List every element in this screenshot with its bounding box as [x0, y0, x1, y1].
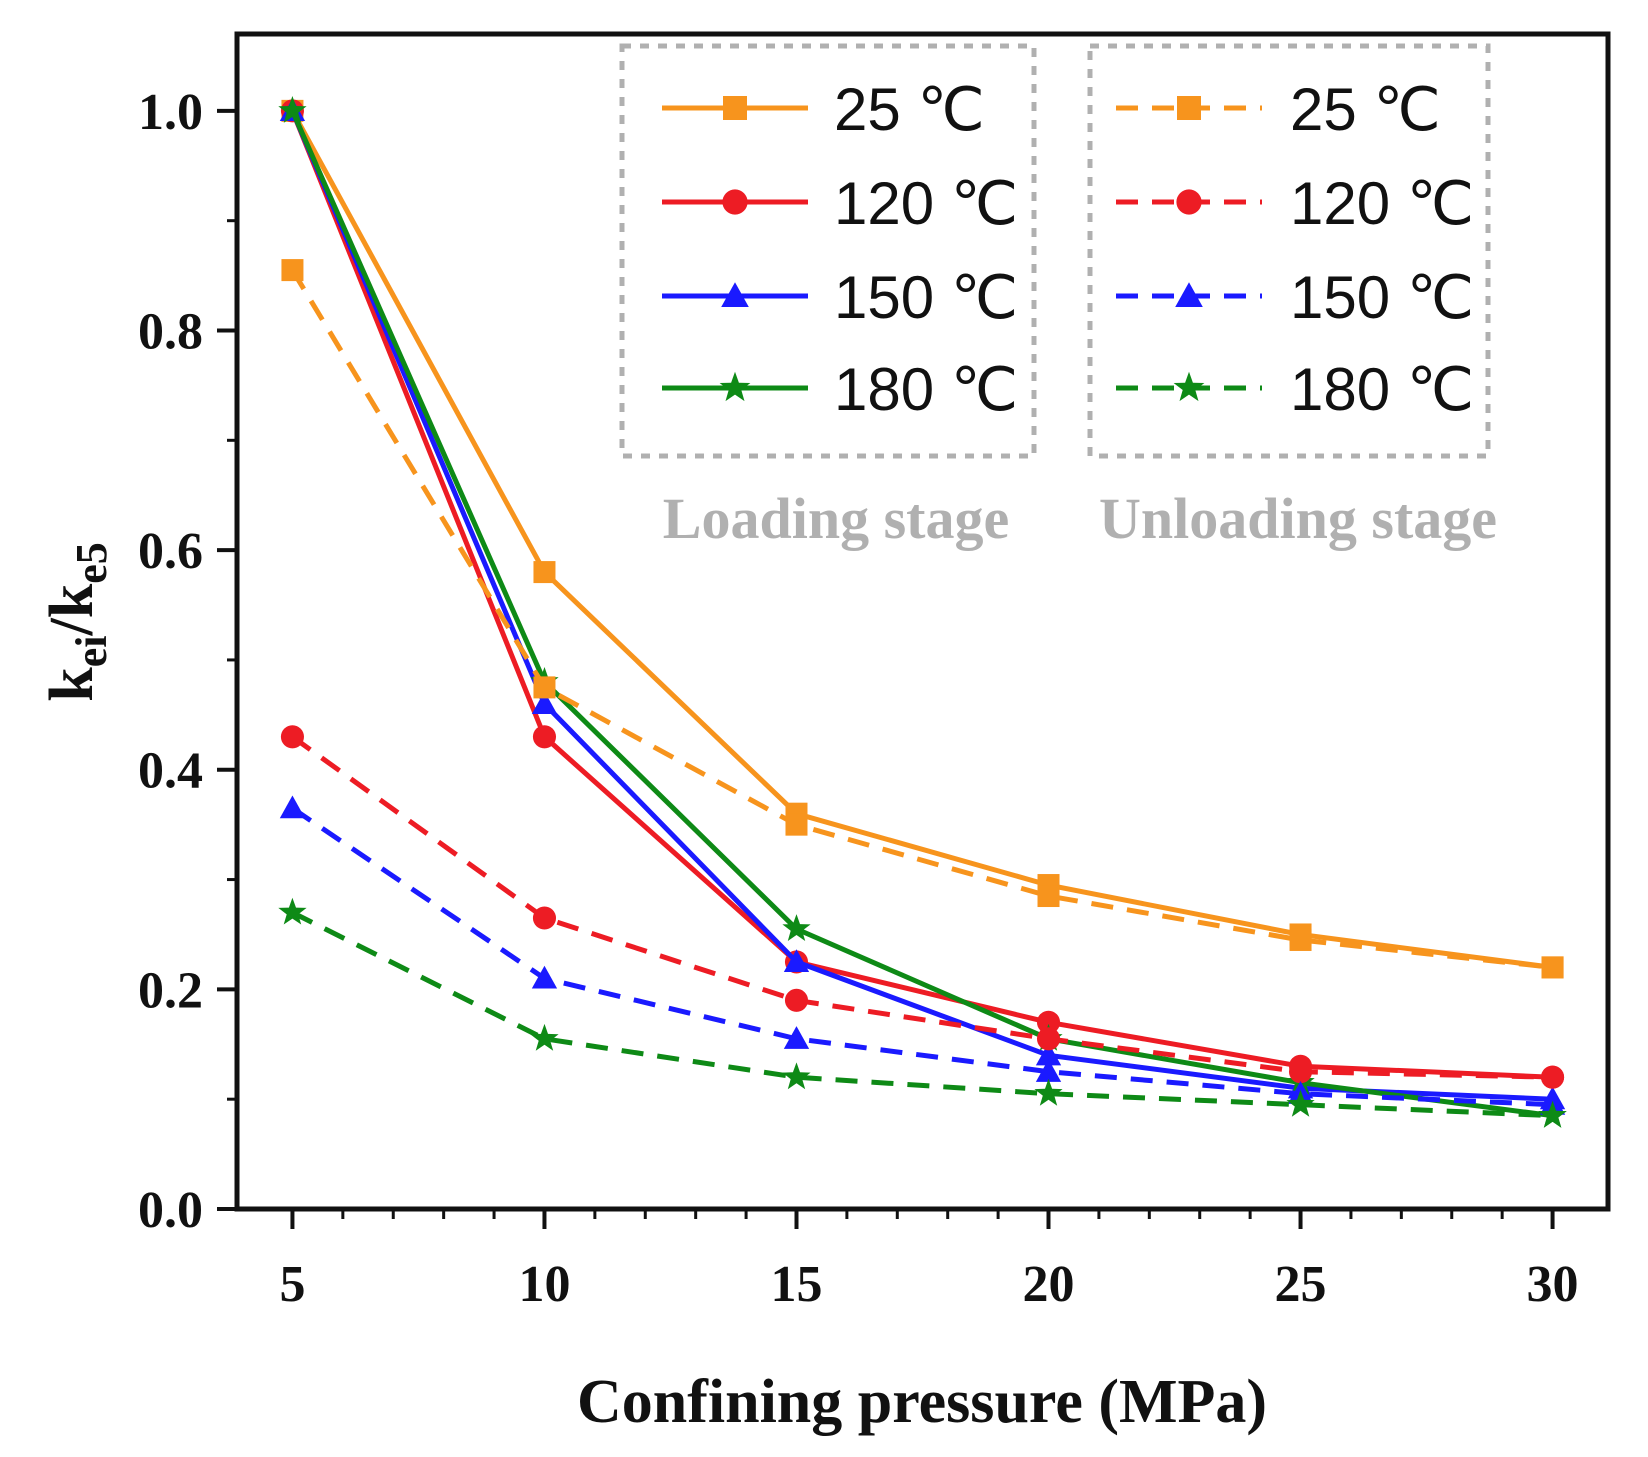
legend-entry-label: 180 ℃	[834, 356, 1018, 423]
legend-marker	[722, 189, 748, 215]
y-axis-ticks: 0.0 0.2 0.4 0.6 0.8 1.0	[138, 84, 237, 1239]
x-tick-label: 20	[1023, 1256, 1075, 1313]
y-axis-title: kei/ke5	[38, 542, 116, 702]
data-point	[280, 725, 304, 749]
legend-marker	[721, 282, 749, 308]
data-point	[1035, 1059, 1062, 1082]
legend-entry-label: 25 ℃	[834, 76, 985, 143]
data-point	[278, 96, 307, 123]
legend-entry-label: 25 ℃	[1290, 76, 1441, 143]
legend-marker	[1173, 371, 1205, 402]
legend: 25 ℃ 120 ℃ 150 ℃ 180 ℃ Loading stage 25 ℃ 120 …	[662, 76, 1497, 551]
y-tick-label: 0.4	[138, 743, 203, 800]
data-point	[782, 1062, 811, 1090]
y-axis-title-sep: /	[38, 618, 106, 637]
data-point	[278, 897, 307, 925]
legend-entry-label: 120 ℃	[1290, 170, 1474, 237]
data-point	[1034, 1078, 1063, 1106]
series-unloading-120c	[280, 725, 1565, 1089]
data-point	[532, 906, 557, 930]
data-point	[531, 691, 558, 714]
data-point	[530, 1023, 559, 1051]
legend-stage-label: Loading stage	[663, 486, 1009, 551]
legend-marker	[1175, 282, 1203, 308]
legend-frames	[619, 43, 1491, 459]
series-unloading-25c	[281, 259, 1564, 979]
data-point	[1286, 1089, 1315, 1117]
data-point	[531, 965, 558, 989]
y-tick-label: 0.8	[138, 303, 203, 360]
legend-entry-label: 120 ℃	[834, 170, 1018, 237]
x-tick-label: 30	[1527, 1256, 1579, 1313]
y-axis-title-base: k	[38, 667, 106, 702]
data-point	[279, 795, 306, 819]
x-tick-label: 15	[770, 1256, 822, 1313]
data-point	[784, 988, 809, 1012]
legend-entry-label: 180 ℃	[1290, 356, 1474, 423]
x-tick-label: 10	[518, 1256, 570, 1313]
y-tick-label: 0.2	[138, 962, 203, 1019]
data-point	[281, 259, 304, 282]
data-point	[533, 676, 556, 699]
data-point	[783, 949, 810, 973]
data-point	[1036, 1010, 1061, 1034]
y-tick-label: 1.0	[138, 84, 203, 141]
legend-stage-label: Unloading stage	[1099, 486, 1497, 551]
y-tick-label: 0.6	[138, 523, 203, 580]
x-axis-ticks: 5 10 15 20 25 30	[279, 1209, 1579, 1313]
data-point	[782, 914, 811, 941]
series-line	[290, 109, 1553, 1080]
data-point	[532, 725, 557, 749]
data-point	[1288, 1060, 1313, 1084]
y-axis-title-sub1: ei	[67, 636, 116, 668]
series-line	[290, 268, 1553, 970]
series-line	[291, 806, 1553, 1108]
legend-marker	[723, 96, 747, 120]
y-tick-label: 0.0	[138, 1182, 203, 1239]
series-line	[290, 109, 1553, 970]
x-tick-label: 25	[1275, 1256, 1327, 1313]
data-point	[1037, 885, 1060, 908]
series-unloading-180c	[278, 897, 1567, 1128]
x-axis-title: Confining pressure (MPa)	[577, 1368, 1267, 1436]
x-tick-label: 5	[279, 1256, 305, 1313]
plot-frame	[234, 31, 1611, 1212]
legend-entry-label: 150 ℃	[1290, 264, 1474, 331]
y-axis-title-base2: k	[38, 583, 106, 618]
legend-marker	[1177, 96, 1201, 120]
data-point	[1538, 1100, 1567, 1128]
legend-marker	[1176, 189, 1202, 215]
legend-frame-loading	[619, 43, 1037, 459]
data-point	[785, 813, 808, 836]
series-line	[290, 109, 1553, 1119]
series-layer	[278, 96, 1567, 1128]
y-axis-title-sub2: e5	[67, 542, 116, 584]
legend-frame-unloading	[1087, 43, 1491, 459]
data-point	[533, 561, 556, 584]
series-line	[291, 910, 1553, 1119]
data-point	[1035, 1042, 1062, 1066]
series-line	[290, 734, 1553, 1080]
data-point	[1036, 1027, 1061, 1051]
legend-marker	[719, 371, 751, 402]
data-point	[1541, 1065, 1565, 1089]
legend-entry-label: 150 ℃	[834, 264, 1018, 331]
data-point	[1289, 928, 1312, 951]
data-point	[783, 1026, 810, 1049]
data-point	[1541, 956, 1564, 979]
